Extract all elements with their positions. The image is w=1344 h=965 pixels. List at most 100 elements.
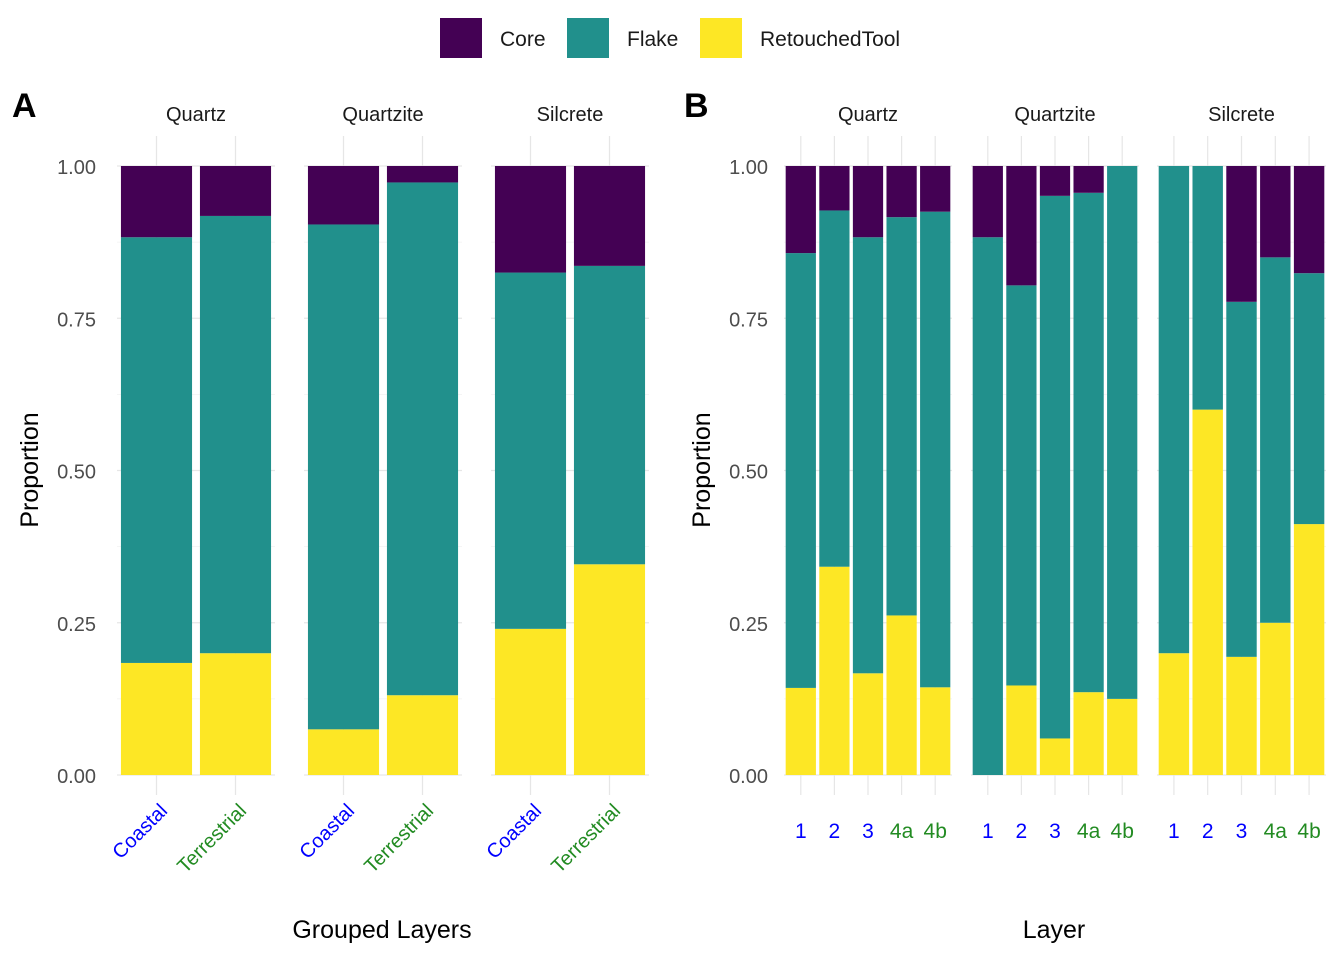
bar-segment-flake-4a (1073, 192, 1104, 693)
panel-a: A Proportion 0.00 0.25 0.50 0.75 1.00 Grouped L… (12, 87, 649, 944)
bar-segment-core-coastal (307, 166, 380, 225)
bar-segment-core-4a (1073, 166, 1104, 193)
bar-segment-retouchedtool-3 (1226, 656, 1257, 775)
x-tick-label-2: 2 (1016, 820, 1028, 843)
x-tick-label-2: 2 (1202, 820, 1214, 843)
legend-label-flake: Flake (627, 28, 678, 51)
bar-segment-flake-coastal (120, 237, 193, 663)
legend-label-core: Core (500, 28, 546, 51)
bar-segment-flake-3 (852, 237, 884, 674)
panel-a-facet-quartzite: Quartzite Coastal Terrestrial (296, 104, 462, 878)
bar-segment-retouchedtool-1 (785, 687, 816, 775)
bar-segment-flake-1 (1158, 166, 1190, 654)
bar-segment-flake-4b (1107, 166, 1138, 699)
x-tick-label-coastal: Coastal (296, 800, 360, 864)
bar-segment-core-1 (972, 166, 1003, 238)
bar-segment-retouchedtool-2 (1192, 409, 1223, 775)
bar-segment-core-4a (886, 166, 917, 218)
x-tick-label-2: 2 (829, 820, 841, 843)
bar-segment-retouchedtool-4a (886, 615, 917, 775)
bar-segment-retouchedtool-2 (1006, 685, 1037, 775)
panel-b-facet-silcrete-strip-title: Silcrete (1208, 104, 1275, 126)
bar-segment-core-terrestrial (573, 166, 646, 266)
bar-segment-flake-3 (1039, 195, 1071, 739)
x-tick-label-coastal: Coastal (109, 800, 173, 864)
bar-segment-core-4b (1293, 166, 1325, 274)
bar-segment-core-4b (920, 166, 951, 212)
bar-segment-retouchedtool-2 (819, 566, 850, 775)
panel-b-y-tick-label: 1.00 (729, 157, 768, 179)
bar-segment-retouchedtool-coastal (120, 662, 193, 775)
panel-b-facet-silcrete: Silcrete 1 2 3 4a 4b (1157, 104, 1326, 843)
panel-b-y-axis-title: Proportion (688, 412, 716, 527)
panel-b-facet-quartzite: Quartzite 1 2 3 4a 4b (971, 104, 1139, 843)
panel-b-facet-quartz-strip-title: Quartz (838, 104, 898, 126)
panel-a-facet-quartz-strip-title: Quartz (166, 104, 226, 126)
bar-segment-retouchedtool-terrestrial (386, 695, 459, 775)
x-tick-label-1: 1 (795, 820, 807, 843)
x-tick-label-terrestrial: Terrestrial (360, 800, 438, 878)
bar-segment-retouchedtool-4b (1293, 524, 1325, 775)
bar-segment-flake-4a (886, 217, 917, 616)
bar-segment-retouchedtool-4b (1107, 698, 1138, 775)
bar-segment-core-terrestrial (199, 166, 272, 216)
bar-segment-core-3 (1226, 166, 1257, 302)
bar-segment-core-2 (819, 166, 850, 211)
x-tick-label-4a: 4a (890, 820, 914, 843)
panel-a-y-tick-label: 0.25 (57, 614, 96, 636)
x-tick-label-coastal: Coastal (483, 800, 547, 864)
x-tick-label-terrestrial: Terrestrial (547, 800, 625, 878)
x-tick-label-3: 3 (862, 820, 874, 843)
bar-segment-flake-1 (785, 253, 816, 688)
bar-segment-retouchedtool-4b (920, 687, 951, 775)
bar-segment-flake-3 (1226, 301, 1257, 657)
x-tick-label-1: 1 (1168, 820, 1180, 843)
bar-segment-core-terrestrial (386, 166, 459, 183)
bar-segment-flake-2 (1192, 166, 1223, 410)
bar-segment-flake-2 (819, 210, 850, 567)
bar-segment-flake-terrestrial (386, 182, 459, 696)
x-tick-label-4b: 4b (1111, 820, 1134, 843)
bar-segment-core-2 (1006, 166, 1037, 286)
legend: Core Flake RetouchedTool (440, 18, 900, 58)
x-tick-label-3: 3 (1049, 820, 1061, 843)
panel-a-y-tick-label: 0.50 (57, 462, 96, 484)
bar-segment-retouchedtool-4a (1260, 622, 1291, 775)
x-tick-label-4b: 4b (1297, 820, 1320, 843)
bar-segment-retouchedtool-1 (1158, 653, 1190, 775)
legend-swatch-core (440, 18, 482, 58)
bar-segment-flake-4a (1260, 257, 1291, 623)
panel-a-y-tick-label: 0.75 (57, 309, 96, 331)
x-tick-label-4a: 4a (1077, 820, 1101, 843)
panel-a-facet-silcrete: Silcrete Coastal Terrestrial (483, 104, 649, 878)
legend-swatch-flake (567, 18, 609, 58)
x-tick-label-1: 1 (982, 820, 994, 843)
x-tick-label-4a: 4a (1264, 820, 1288, 843)
panel-a-tag: A (12, 87, 37, 125)
x-tick-label-4b: 4b (924, 820, 947, 843)
panel-b-y-tick-label: 0.75 (729, 309, 768, 331)
panel-b-x-axis-title: Layer (1023, 916, 1086, 944)
bar-segment-core-coastal (494, 166, 567, 273)
panel-a-y-tick-label: 1.00 (57, 157, 96, 179)
bar-segment-flake-2 (1006, 285, 1037, 686)
bar-segment-flake-terrestrial (573, 265, 646, 565)
bar-segment-flake-coastal (307, 224, 380, 730)
panel-a-facet-quartz: Quartz Coastal Terrestrial (109, 104, 275, 878)
x-tick-label-3: 3 (1236, 820, 1248, 843)
panel-b: B Proportion 0.00 0.25 0.50 0.75 1.00 Layer Quar… (684, 87, 1326, 944)
bar-segment-flake-4b (1293, 273, 1325, 525)
panel-a-y-tick-label: 0.00 (57, 766, 96, 788)
panel-a-y-axis-title: Proportion (16, 412, 44, 527)
bar-segment-core-3 (1039, 166, 1071, 196)
legend-label-retouchedtool: RetouchedTool (760, 28, 900, 51)
panel-a-facet-quartzite-strip-title: Quartzite (342, 104, 423, 126)
panel-b-y-tick-label: 0.50 (729, 462, 768, 484)
panel-b-y-tick-label: 0.00 (729, 766, 768, 788)
bar-segment-core-3 (852, 166, 884, 238)
bar-segment-retouchedtool-3 (1039, 738, 1071, 775)
panel-b-y-tick-label: 0.25 (729, 614, 768, 636)
legend-swatch-retouchedtool (700, 18, 742, 58)
